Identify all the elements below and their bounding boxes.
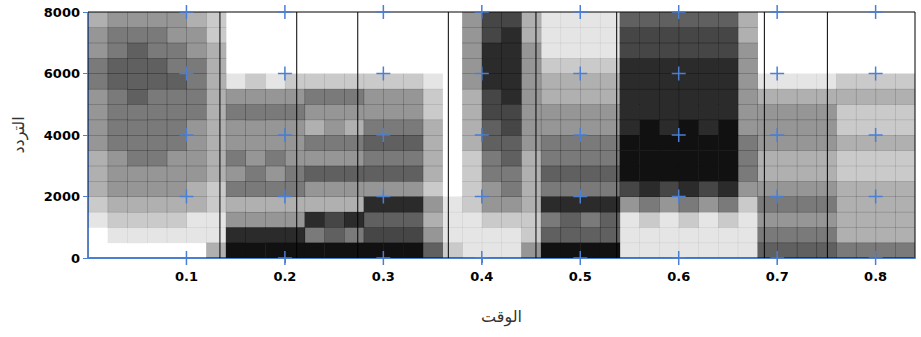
svg-text:0.4: 0.4 bbox=[470, 269, 493, 284]
svg-text:0.8: 0.8 bbox=[864, 269, 887, 284]
svg-text:الوقت: الوقت bbox=[481, 307, 522, 327]
svg-text:0.2: 0.2 bbox=[273, 269, 296, 284]
svg-text:8000: 8000 bbox=[44, 5, 80, 20]
svg-text:0.5: 0.5 bbox=[569, 269, 592, 284]
svg-text:0.6: 0.6 bbox=[667, 269, 690, 284]
svg-text:0.7: 0.7 bbox=[766, 269, 789, 284]
svg-text:4000: 4000 bbox=[44, 128, 80, 143]
svg-text:0.3: 0.3 bbox=[372, 269, 395, 284]
svg-text:6000: 6000 bbox=[44, 66, 80, 81]
svg-text:التردد: التردد bbox=[9, 116, 29, 153]
svg-text:0.1: 0.1 bbox=[175, 269, 198, 284]
svg-text:2000: 2000 bbox=[44, 189, 80, 204]
svg-text:0: 0 bbox=[71, 251, 80, 266]
